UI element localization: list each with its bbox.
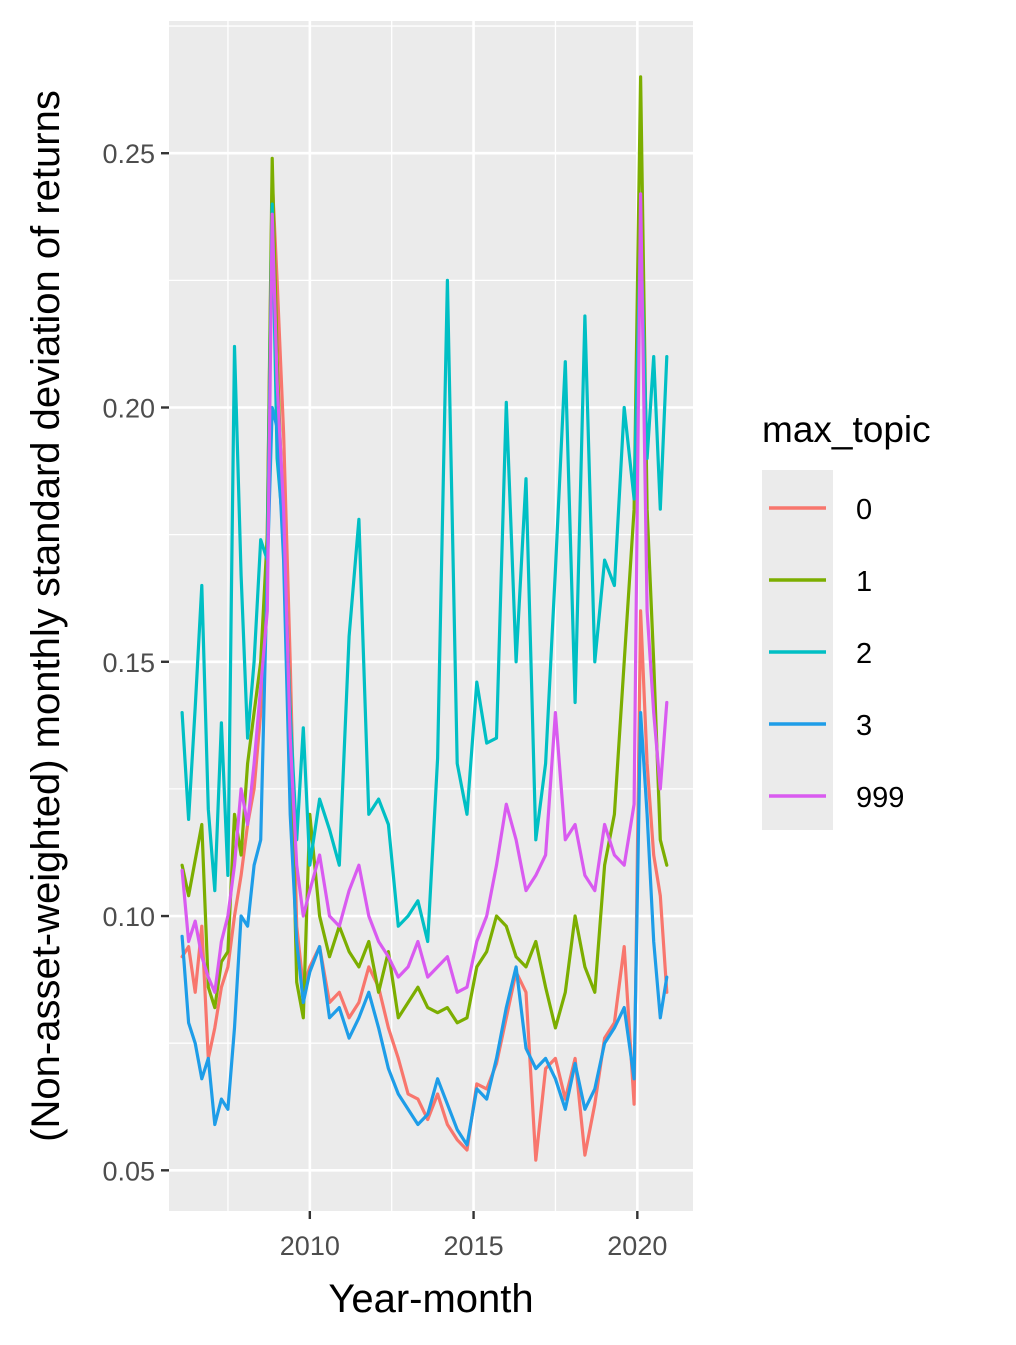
series-layer xyxy=(180,75,669,1162)
series-line-1 xyxy=(180,75,669,1030)
x-tick-label: 2015 xyxy=(444,1231,504,1261)
grid-minor xyxy=(169,21,693,1211)
legend-label-0: 0 xyxy=(856,494,872,526)
series-line-0 xyxy=(180,177,669,1162)
y-tick-label: 0.25 xyxy=(102,139,155,169)
x-tick-label: 2010 xyxy=(280,1231,340,1261)
plot-panel xyxy=(169,21,693,1211)
x-axis: 2010 2015 2020 xyxy=(280,1211,667,1261)
y-tick-label: 0.05 xyxy=(102,1156,155,1186)
legend-key-background xyxy=(762,470,833,830)
legend-items: 0 1 2 3 999 xyxy=(769,494,904,814)
series-line-3 xyxy=(180,405,669,1147)
y-axis: 0.05 0.10 0.15 0.20 0.25 xyxy=(102,139,169,1186)
y-tick-label: 0.20 xyxy=(102,393,155,423)
legend-label-999: 999 xyxy=(856,782,904,814)
grid-major xyxy=(169,21,693,1211)
y-tick-label: 0.10 xyxy=(102,902,155,932)
series-line-999 xyxy=(180,192,669,994)
x-axis-title: Year-month xyxy=(328,1277,533,1321)
legend-label-1: 1 xyxy=(856,566,872,598)
y-axis-title: (Non-asset-weighted) monthly standard de… xyxy=(24,90,68,1142)
y-tick-label: 0.15 xyxy=(102,648,155,678)
legend-label-2: 2 xyxy=(856,638,872,670)
x-tick-label: 2020 xyxy=(607,1231,667,1261)
legend: max_topic 0 1 2 3 999 xyxy=(762,409,931,830)
legend-label-3: 3 xyxy=(856,710,872,742)
legend-title: max_topic xyxy=(762,409,931,450)
series-line-2 xyxy=(180,202,669,944)
